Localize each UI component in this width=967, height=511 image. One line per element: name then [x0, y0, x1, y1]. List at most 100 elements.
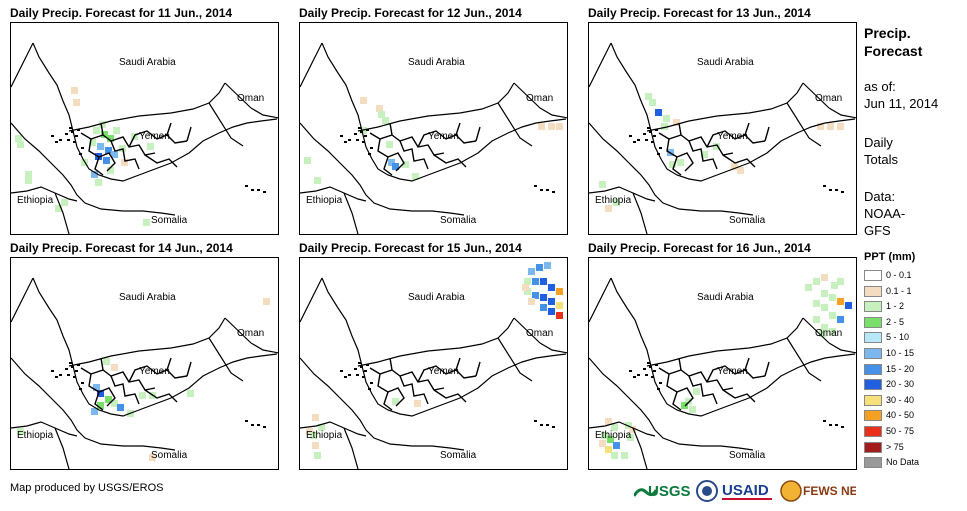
island — [257, 424, 260, 426]
label-saudi: Saudi Arabia — [119, 57, 176, 68]
precip-cell — [103, 358, 110, 365]
island — [354, 133, 357, 135]
country-border — [786, 337, 822, 382]
country-border — [539, 342, 567, 354]
label-yemen: Yemen — [717, 131, 748, 142]
island — [653, 370, 656, 372]
island — [552, 191, 555, 193]
precip-cell — [556, 288, 563, 295]
country-border — [646, 317, 804, 367]
label-yemen: Yemen — [428, 131, 459, 142]
admin-boundary — [672, 361, 770, 411]
country-border — [300, 277, 323, 323]
country-border — [589, 122, 754, 216]
country-border — [497, 337, 533, 382]
admin-boundary — [90, 369, 156, 391]
precip-cell — [15, 135, 22, 142]
country-border — [224, 317, 252, 344]
label-saudi: Saudi Arabia — [697, 292, 754, 303]
island — [358, 127, 361, 129]
legend-label: 50 - 75 — [886, 425, 915, 436]
country-border — [589, 277, 612, 323]
legend-label: 30 - 40 — [886, 394, 915, 405]
island — [65, 368, 68, 370]
legend-label: 1 - 2 — [886, 301, 905, 312]
island — [67, 374, 70, 376]
island — [829, 424, 832, 426]
precip-cell — [113, 127, 120, 134]
forecast-map: Saudi Arabia Oman Yemen Ethiopia Somalia — [10, 257, 279, 470]
precip-cell — [91, 171, 98, 178]
admin-boundary — [433, 122, 467, 168]
usaid-logo-text: USAID — [722, 482, 769, 499]
precip-cell — [837, 123, 844, 130]
admin-boundary — [90, 134, 156, 156]
precip-cell — [817, 123, 824, 130]
island — [245, 420, 248, 422]
legend-label: > 75 — [886, 441, 904, 452]
sidebar-title-line1: Precip. — [864, 25, 911, 41]
precip-cell — [99, 121, 106, 128]
legend-label: 20 - 30 — [886, 379, 915, 390]
label-saudi: Saudi Arabia — [408, 292, 465, 303]
label-somalia: Somalia — [151, 215, 188, 226]
country-border — [32, 42, 278, 182]
country-border — [632, 192, 648, 234]
precip-cell — [599, 440, 606, 447]
precip-cell — [611, 424, 618, 431]
precip-cell — [61, 199, 68, 206]
precip-cell — [601, 432, 608, 439]
island — [366, 364, 369, 366]
label-ethiopia: Ethiopia — [306, 430, 343, 441]
precip-cell — [548, 308, 555, 315]
precip-cell — [829, 328, 836, 335]
precip-cell — [605, 446, 612, 453]
precip-cell — [681, 402, 688, 409]
data-source-line1: Data: — [864, 189, 896, 204]
legend-label: 2 - 5 — [886, 316, 905, 327]
island — [75, 370, 78, 372]
island — [368, 388, 371, 390]
precip-cell — [611, 452, 618, 459]
country-border — [610, 277, 856, 417]
precip-cell — [392, 398, 399, 405]
country-border — [786, 102, 822, 147]
precip-cell — [312, 442, 319, 449]
country-border — [632, 427, 648, 469]
map-canvas — [11, 277, 278, 469]
country-border — [54, 427, 70, 469]
island — [534, 185, 537, 187]
admin-boundary — [722, 122, 756, 168]
precip-cell — [548, 123, 555, 130]
island — [77, 129, 80, 131]
forecast-map: Saudi Arabia Oman Yemen Ethiopia Somalia — [299, 257, 568, 470]
precip-cell — [93, 127, 100, 134]
precip-cell — [314, 452, 321, 459]
admin-boundary — [389, 357, 429, 405]
island — [534, 420, 537, 422]
precip-cell — [701, 151, 708, 158]
legend-swatch — [864, 457, 882, 469]
legend-label: 15 - 20 — [886, 363, 915, 374]
forecast-map: Saudi Arabia Oman Yemen Ethiopia Somalia — [299, 22, 568, 235]
usgs-logo-text: USGS — [648, 483, 691, 500]
island — [645, 374, 648, 376]
precip-cell — [524, 288, 531, 295]
island — [629, 135, 632, 137]
island — [356, 374, 359, 376]
data-source-block: Data: NOAA- GFS — [864, 188, 905, 239]
precip-cell — [95, 179, 102, 186]
island — [263, 426, 266, 428]
admin-boundary — [389, 122, 429, 170]
island — [77, 364, 80, 366]
precip-cell — [528, 298, 535, 305]
precip-cell — [524, 278, 531, 285]
label-somalia: Somalia — [440, 215, 477, 226]
precip-cell — [548, 298, 555, 305]
precip-cell — [117, 404, 124, 411]
precip-cell — [713, 143, 720, 150]
country-border — [208, 337, 244, 382]
precip-cell — [540, 278, 547, 285]
precip-cell — [548, 284, 555, 291]
precip-cell — [318, 424, 325, 431]
